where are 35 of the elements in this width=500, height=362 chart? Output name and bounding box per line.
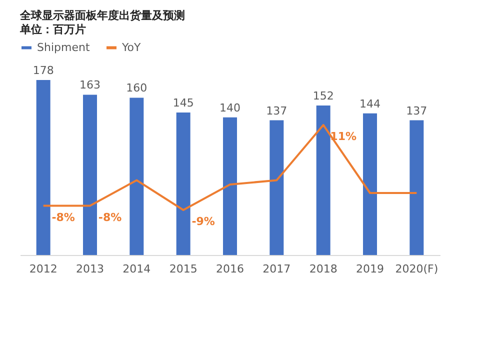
bar — [36, 80, 50, 255]
data-label: 137 — [406, 104, 428, 118]
chart-subtitle: 单位：百万片 — [19, 23, 86, 36]
data-label: 163 — [80, 78, 100, 92]
data-label: 140 — [220, 101, 240, 114]
bar — [176, 112, 190, 255]
data-label: -8% — [98, 210, 122, 224]
data-label: 145 — [172, 96, 194, 110]
data-label: -8% — [52, 210, 75, 224]
chart-title: 全球显示器面板年度出货量及预测 — [19, 9, 185, 22]
legend-label: YoY — [121, 40, 141, 54]
data-label: 11% — [330, 130, 357, 143]
bar — [130, 98, 144, 255]
data-label: 160 — [126, 82, 148, 95]
data-label: -9% — [192, 215, 215, 228]
data-label: 137 — [266, 104, 288, 118]
x-tick-label: 2017 — [262, 262, 291, 276]
bar — [316, 106, 330, 255]
bar — [410, 120, 424, 255]
data-label: 178 — [32, 64, 54, 77]
x-tick-label: 2014 — [122, 262, 151, 276]
x-tick-label: 2016 — [216, 262, 244, 276]
bar — [363, 113, 377, 255]
legend-label: Shipment — [37, 40, 90, 54]
x-tick-label: 2019 — [356, 262, 384, 276]
x-tick-label: 2015 — [169, 262, 198, 276]
x-tick-label: 2013 — [76, 262, 104, 276]
data-label: 152 — [312, 90, 334, 103]
x-tick-label: 2018 — [309, 262, 338, 276]
data-label: 144 — [360, 97, 380, 110]
bar — [223, 117, 237, 255]
x-tick-label: 2020(F) — [395, 262, 438, 276]
bar — [83, 94, 97, 255]
bar — [270, 120, 284, 255]
x-tick-label: 2012 — [29, 262, 58, 276]
